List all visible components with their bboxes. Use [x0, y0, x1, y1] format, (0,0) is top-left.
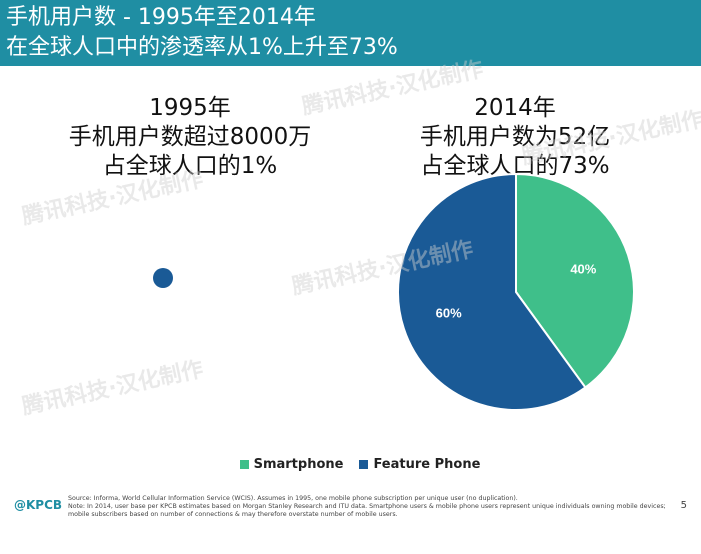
left-heading-year: 1995年: [149, 95, 231, 121]
chart-legend: Smartphone Feature Phone: [190, 457, 530, 472]
pie-1995-slice-feature-phone: [153, 268, 173, 288]
pie-2014-label-smartphone: 40%: [570, 262, 596, 277]
pie-2014-label-feature-phone: 60%: [436, 305, 462, 320]
title-bar: 手机用户数 - 1995年至2014年 在全球人口中的渗透率从1%上升至73%: [0, 0, 701, 66]
page-title: 手机用户数 - 1995年至2014年: [6, 5, 316, 30]
source-note: Source: Informa, World Cellular Informat…: [68, 495, 518, 502]
kpcb-logo: @KPCB: [14, 498, 63, 512]
page-subtitle: 在全球人口中的渗透率从1%上升至73%: [6, 35, 398, 60]
legend-swatch-smartphone: [239, 460, 249, 469]
legend-label-feature-phone: Feature Phone: [373, 457, 481, 472]
right-heading-year: 2014年: [474, 95, 556, 121]
right-heading: 2014年 手机用户数为52亿 占全球人口的73%: [365, 94, 665, 181]
legend-item-smartphone: Smartphone: [239, 457, 344, 472]
page-number: 5: [680, 500, 687, 511]
legend-swatch-feature-phone: [359, 460, 369, 469]
legend-item-feature-phone: Feature Phone: [359, 457, 480, 472]
left-heading-share: 占全球人口的1%: [102, 153, 278, 179]
left-heading-users: 手机用户数超过8000万: [68, 124, 312, 150]
footer-notes: Source: Informa, World Cellular Informat…: [68, 495, 668, 519]
left-heading: 1995年 手机用户数超过8000万 占全球人口的1%: [40, 94, 340, 181]
legend-label-smartphone: Smartphone: [253, 457, 344, 472]
pie-2014-slice-feature-phone: [397, 172, 587, 411]
pie-2014-slice-smartphone: [515, 172, 635, 389]
methodology-note: Note: In 2014, user base per KPCB estima…: [68, 503, 666, 518]
right-heading-users: 手机用户数为52亿: [419, 124, 611, 150]
